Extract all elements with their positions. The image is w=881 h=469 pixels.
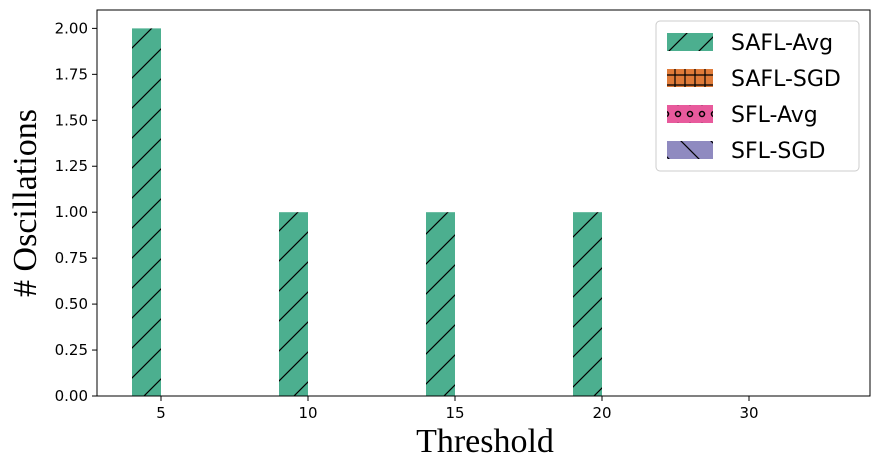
y-axis: 0.00 0.25 0.50 0.75 1.00 1.25 1.50 1.75 2.00	[55, 19, 97, 405]
legend-swatch-sfl-avg	[667, 105, 713, 123]
legend-label-sfl-avg: SFL-Avg	[731, 103, 818, 128]
bar-safl-avg-10	[279, 212, 308, 396]
legend-swatch-safl-avg	[667, 33, 713, 51]
plot-area: 0.00 0.25 0.50 0.75 1.00 1.25 1.50 1.75 2.00 5 10…	[55, 9, 871, 422]
bar-safl-avg-20	[573, 212, 602, 396]
bar-safl-avg-15	[426, 212, 455, 396]
y-tick-label: 0.25	[55, 341, 88, 359]
x-tick-label: 5	[156, 404, 166, 422]
legend-items: SAFL-Avg SAFL-SGD SFL-Avg SFL-SGD	[667, 31, 841, 164]
legend-label-sfl-sgd: SFL-SGD	[731, 139, 825, 164]
bars-group	[132, 28, 602, 397]
y-tick-label: 2.00	[55, 19, 88, 37]
y-tick-label: 1.00	[55, 203, 88, 221]
y-tick-label: 1.50	[55, 111, 88, 129]
y-axis-title: # Oscillations	[7, 109, 44, 297]
x-tick-label: 10	[298, 404, 317, 422]
bar-safl-avg-5	[132, 28, 161, 397]
axes-frame	[96, 9, 871, 397]
legend-swatch-safl-sgd	[667, 69, 713, 87]
legend-label-safl-avg: SAFL-Avg	[731, 31, 833, 56]
y-tick-label: 0.50	[55, 295, 88, 313]
y-tick-label: 1.25	[55, 157, 88, 175]
x-tick-label: 15	[445, 404, 464, 422]
y-tick-label: 0.75	[55, 249, 88, 267]
legend-swatch-sfl-sgd	[667, 141, 713, 159]
x-tick-label: 30	[739, 404, 758, 422]
legend-label-safl-sgd: SAFL-SGD	[731, 67, 841, 92]
legend: SAFL-Avg SAFL-SGD SFL-Avg SFL-SGD	[655, 20, 860, 172]
x-axis: 5 10 15 20 30	[156, 396, 759, 422]
legend-frame	[655, 20, 860, 172]
y-tick-label: 0.00	[55, 387, 88, 405]
y-tick-label: 1.75	[55, 65, 88, 83]
x-tick-label: 20	[592, 404, 611, 422]
x-axis-title: Threshold	[416, 423, 554, 460]
